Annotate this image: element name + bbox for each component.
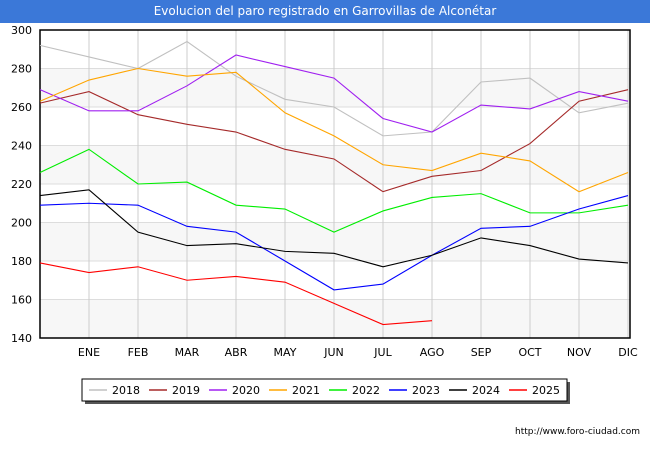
legend-label: 2024	[472, 384, 500, 397]
x-tick-label: DIC	[618, 346, 638, 359]
x-tick-label: MAR	[175, 346, 200, 359]
grid-band	[40, 145, 630, 184]
x-tick-label: JUL	[373, 346, 392, 359]
y-tick-label: 260	[11, 101, 32, 114]
x-tick-label: SEP	[471, 346, 492, 359]
series-line-2024	[39, 189, 629, 268]
grid-band	[40, 68, 630, 107]
series-line-2022	[39, 148, 629, 233]
legend-label: 2019	[172, 384, 200, 397]
series-line-2021	[39, 67, 629, 193]
series-line-2019	[39, 89, 629, 193]
y-tick-label: 200	[11, 217, 32, 230]
x-tick-label: FEB	[128, 346, 149, 359]
legend-label: 2025	[532, 384, 560, 397]
plot-frame	[39, 29, 631, 339]
source-url[interactable]: http://www.foro-ciudad.com	[515, 427, 640, 437]
series-line-2025	[39, 262, 433, 326]
legend-label: 2022	[352, 384, 380, 397]
legend-label: 2021	[292, 384, 320, 397]
series-line-2020	[39, 54, 629, 133]
legend-box	[81, 378, 568, 402]
x-tick-label: JUN	[323, 346, 344, 359]
y-tick-label: 300	[11, 24, 32, 37]
legend-label: 2018	[112, 384, 140, 397]
x-tick-label: OCT	[518, 346, 541, 359]
x-tick-label: MAY	[274, 346, 297, 359]
x-tick-label: ENE	[78, 346, 100, 359]
x-tick-label: AGO	[420, 346, 445, 359]
y-tick-label: 140	[11, 332, 32, 345]
y-tick-label: 220	[11, 178, 32, 191]
chart-title: Evolucion del paro registrado en Garrovi…	[0, 0, 650, 23]
legend-label: 2020	[232, 384, 260, 397]
y-tick-label: 280	[11, 63, 32, 76]
y-tick-label: 240	[11, 140, 32, 153]
y-tick-label: 160	[11, 294, 32, 307]
grid-band	[40, 299, 630, 338]
legend-label: 2023	[412, 384, 440, 397]
y-tick-label: 180	[11, 255, 32, 268]
x-tick-label: NOV	[567, 346, 592, 359]
series-line-2023	[39, 195, 629, 291]
x-tick-label: ABR	[225, 346, 248, 359]
grid-band	[40, 222, 630, 261]
